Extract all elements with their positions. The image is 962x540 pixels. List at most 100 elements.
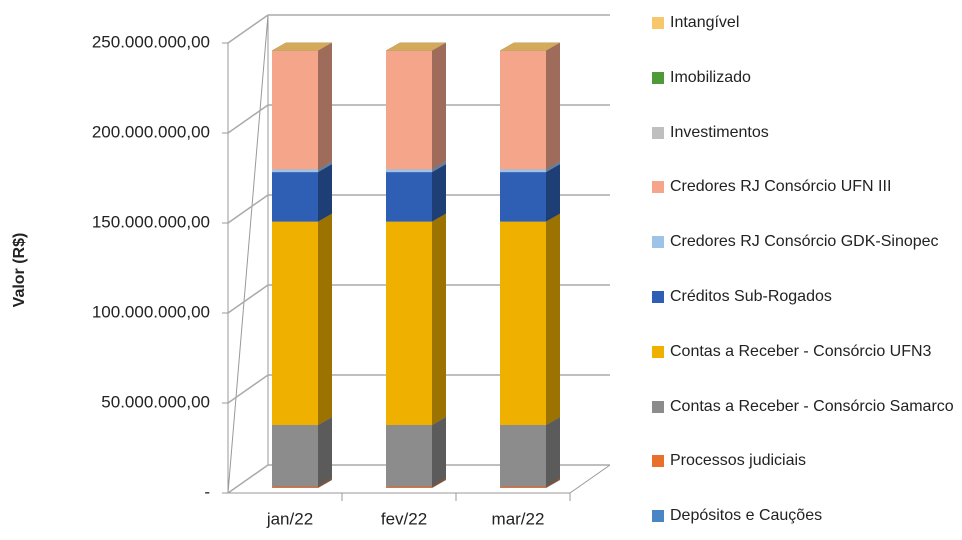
bar-front [272, 169, 318, 173]
bar-side [318, 161, 332, 173]
bar-segment [272, 42, 332, 51]
legend-item: Contas a Receber - Consórcio UFN3 [652, 341, 960, 362]
bar-side [546, 42, 560, 170]
legend-label: Créditos Sub-Rogados [670, 288, 832, 305]
legend-swatch [652, 510, 664, 523]
grid-line [227, 374, 269, 404]
legend-label: Investimentos [670, 123, 769, 141]
bar-side [318, 478, 332, 488]
bar-front [386, 486, 432, 488]
axis-line [227, 14, 269, 494]
bar-segment [386, 164, 446, 222]
bar-side [546, 479, 560, 488]
legend-swatch [652, 400, 664, 413]
legend-label: Contas a Receber - Consórcio UFN3 [670, 342, 932, 360]
bar-segment [272, 213, 332, 425]
y-tick-label: - [204, 482, 210, 501]
bar-front [500, 221, 546, 425]
y-axis-label: Valor (R$) [11, 233, 28, 308]
legend-item: Depósitos e Cauções [652, 505, 960, 526]
floor-line [569, 464, 611, 494]
legend-swatch [652, 17, 664, 29]
legend-swatch [652, 291, 664, 303]
legend-item: Créditos Sub-Rogados [652, 286, 960, 307]
legend-item: Imobilizado [652, 67, 960, 88]
grid-line [227, 194, 269, 224]
bar-front [272, 425, 318, 487]
bar-side [432, 213, 446, 425]
legend-swatch [652, 181, 664, 194]
legend-item: Investimentos [652, 122, 960, 143]
bar-segment [386, 213, 446, 425]
y-tick-label: 100.000.000,00 [92, 302, 210, 321]
bar-side [546, 478, 560, 488]
bar-side [546, 417, 560, 487]
y-tick-label: 250.000.000,00 [92, 32, 210, 51]
bar-side [546, 164, 560, 222]
legend-label: Processos judiciais [670, 452, 807, 470]
y-tick-label: 50.000.000,00 [101, 392, 210, 411]
legend-label: Contas a Receber - Consórcio Samarco [670, 397, 954, 415]
bar-segment [386, 417, 446, 487]
bar-front [272, 172, 318, 222]
bar-top [500, 42, 560, 51]
bar-front [500, 169, 546, 173]
grid-line [227, 14, 269, 44]
bar-side [432, 42, 446, 170]
bar-front [386, 425, 432, 487]
legend-item: Contas a Receber - Consórcio Samarco [652, 396, 960, 417]
bar-front [500, 486, 546, 488]
bar-side [546, 161, 560, 173]
grid-line [227, 104, 269, 134]
bar-top [272, 42, 332, 51]
bar-front [500, 50, 546, 170]
x-tick-label: mar/22 [492, 509, 545, 528]
bar-front [386, 172, 432, 222]
bar-front [272, 50, 318, 170]
bar-front [272, 221, 318, 425]
bar-segment [272, 164, 332, 222]
legend-label: Credores RJ Consórcio UFN III [670, 178, 892, 196]
bar-segment [500, 164, 560, 222]
bar-side [318, 213, 332, 425]
bar-top [386, 42, 446, 51]
bar-segment [272, 417, 332, 487]
legend-item: Intangível [652, 12, 960, 33]
legend-item: Credores RJ Consórcio UFN III [652, 176, 960, 197]
bar-front [386, 50, 432, 170]
y-tick-label: 150.000.000,00 [92, 212, 210, 231]
bar-front [272, 486, 318, 488]
bar-side [546, 213, 560, 425]
bar-front [500, 172, 546, 222]
y-tick-label: 200.000.000,00 [92, 122, 210, 141]
bar-segment [500, 42, 560, 170]
x-tick-label: fev/22 [381, 509, 427, 528]
bar-side [432, 161, 446, 173]
grid-line [227, 284, 269, 314]
bar-side [432, 417, 446, 487]
bar-front [386, 221, 432, 425]
legend-label: Depósitos e Cauções [670, 507, 823, 525]
bar-side [318, 417, 332, 487]
legend-swatch [652, 236, 664, 249]
bar-segment [272, 42, 332, 170]
bar-side [318, 479, 332, 488]
bar-segment [386, 42, 446, 170]
bar-segment [500, 213, 560, 425]
bar-side [432, 479, 446, 488]
legend-label: Imobilizado [670, 68, 751, 86]
bar-side [318, 164, 332, 222]
bar-front [386, 169, 432, 173]
bar-side [432, 478, 446, 488]
bar-side [432, 164, 446, 222]
legend-item: Processos judiciais [652, 450, 960, 471]
legend-label: Intangível [670, 14, 740, 31]
bar-segment [500, 417, 560, 487]
legend-swatch [652, 71, 664, 84]
bar-front [500, 425, 546, 487]
x-tick-label: jan/22 [266, 509, 313, 528]
bar-segment [386, 42, 446, 51]
legend-item: Credores RJ Consórcio GDK-Sinopec [652, 231, 960, 252]
